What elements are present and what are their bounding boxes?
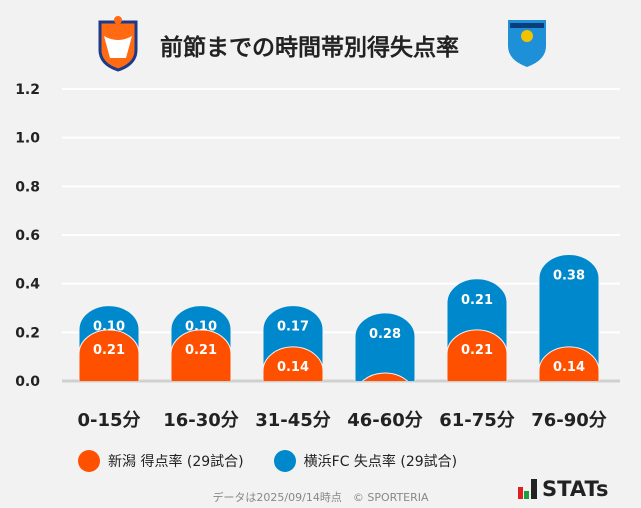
x-tick-label: 76-90分 — [531, 410, 607, 431]
y-tick-label: 0.2 — [15, 325, 40, 341]
legend-swatch — [273, 450, 296, 472]
data-label-yokohama: 0.10 — [185, 320, 217, 335]
legend-label: 横浜FC 失点率 (29試合) — [303, 454, 458, 470]
y-tick-label: 1.2 — [15, 82, 40, 98]
y-tick-label: 0.6 — [15, 228, 40, 244]
y-tick-label: 0.8 — [15, 179, 40, 195]
x-tick-label: 16-30分 — [163, 410, 239, 431]
stats-brand: STATs — [518, 477, 608, 501]
data-label-niigata: 0.21 — [461, 343, 493, 358]
data-label-yokohama: 0.38 — [553, 268, 585, 283]
footer-note: データは2025/09/14時点 © SPORTERIA — [212, 491, 429, 504]
bar-niigata — [78, 329, 140, 381]
bar-yokohama — [354, 312, 416, 381]
x-tick-label: 0-15分 — [77, 410, 140, 431]
data-label-yokohama: 0.28 — [369, 327, 401, 342]
data-label-yokohama: 0.10 — [93, 320, 125, 335]
bars — [78, 254, 600, 381]
legend-swatch — [78, 450, 100, 472]
albirex-logo — [98, 16, 138, 72]
bar-niigata — [170, 329, 232, 381]
yokohama-fc-logo — [508, 20, 546, 67]
legend-item-niigata: 新潟 得点率 (29試合) — [78, 450, 244, 472]
y-tick-label: 1.0 — [15, 131, 40, 147]
y-tick-label: 0.4 — [15, 277, 40, 293]
data-label-yokohama: 0.21 — [461, 293, 493, 308]
bar-niigata — [538, 346, 600, 381]
x-tick-label: 31-45分 — [255, 410, 331, 431]
legend-item-yokohama: 横浜FC 失点率 (29試合) — [273, 450, 458, 472]
chart-title: 前節までの時間帯別得失点率 — [160, 35, 459, 61]
bar-niigata — [361, 372, 409, 381]
bar-niigata — [446, 329, 508, 381]
data-label-niigata: 0.21 — [93, 343, 125, 358]
bar-niigata — [262, 346, 324, 381]
legend: 新潟 得点率 (29試合) 横浜FC 失点率 (29試合) — [78, 450, 457, 472]
data-label-niigata: 0.14 — [553, 360, 585, 375]
bar-yokohama — [538, 254, 600, 381]
data-label-yokohama: 0.17 — [277, 320, 309, 335]
x-tick-label: 46-60分 — [347, 410, 423, 431]
stats-bars-icon — [518, 479, 537, 499]
data-label-niigata: 0.21 — [185, 343, 217, 358]
data-label-niigata: 0.14 — [277, 360, 309, 375]
y-tick-label: 0.0 — [15, 374, 40, 390]
legend-label: 新潟 得点率 (29試合) — [108, 454, 244, 470]
bar-chart: 0.0 0.2 0.4 0.6 0.8 1.0 1.2 0.10 0.21 0-15分 0.10 0.… — [15, 82, 620, 431]
x-tick-label: 61-75分 — [439, 410, 515, 431]
stats-text: STATs — [542, 477, 609, 501]
